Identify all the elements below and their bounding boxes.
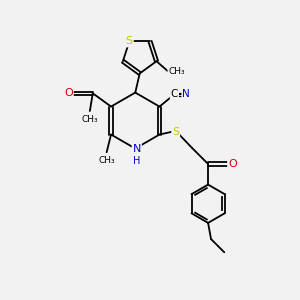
Text: O: O bbox=[228, 159, 237, 169]
Text: H: H bbox=[133, 156, 140, 166]
Text: O: O bbox=[64, 88, 73, 98]
Text: C: C bbox=[171, 89, 178, 99]
Text: S: S bbox=[126, 37, 133, 46]
Text: N: N bbox=[182, 89, 190, 99]
Text: N: N bbox=[133, 143, 141, 154]
Text: CH₃: CH₃ bbox=[82, 115, 98, 124]
Text: CH₃: CH₃ bbox=[98, 156, 115, 165]
Text: S: S bbox=[172, 127, 179, 136]
Text: CH₃: CH₃ bbox=[168, 67, 185, 76]
